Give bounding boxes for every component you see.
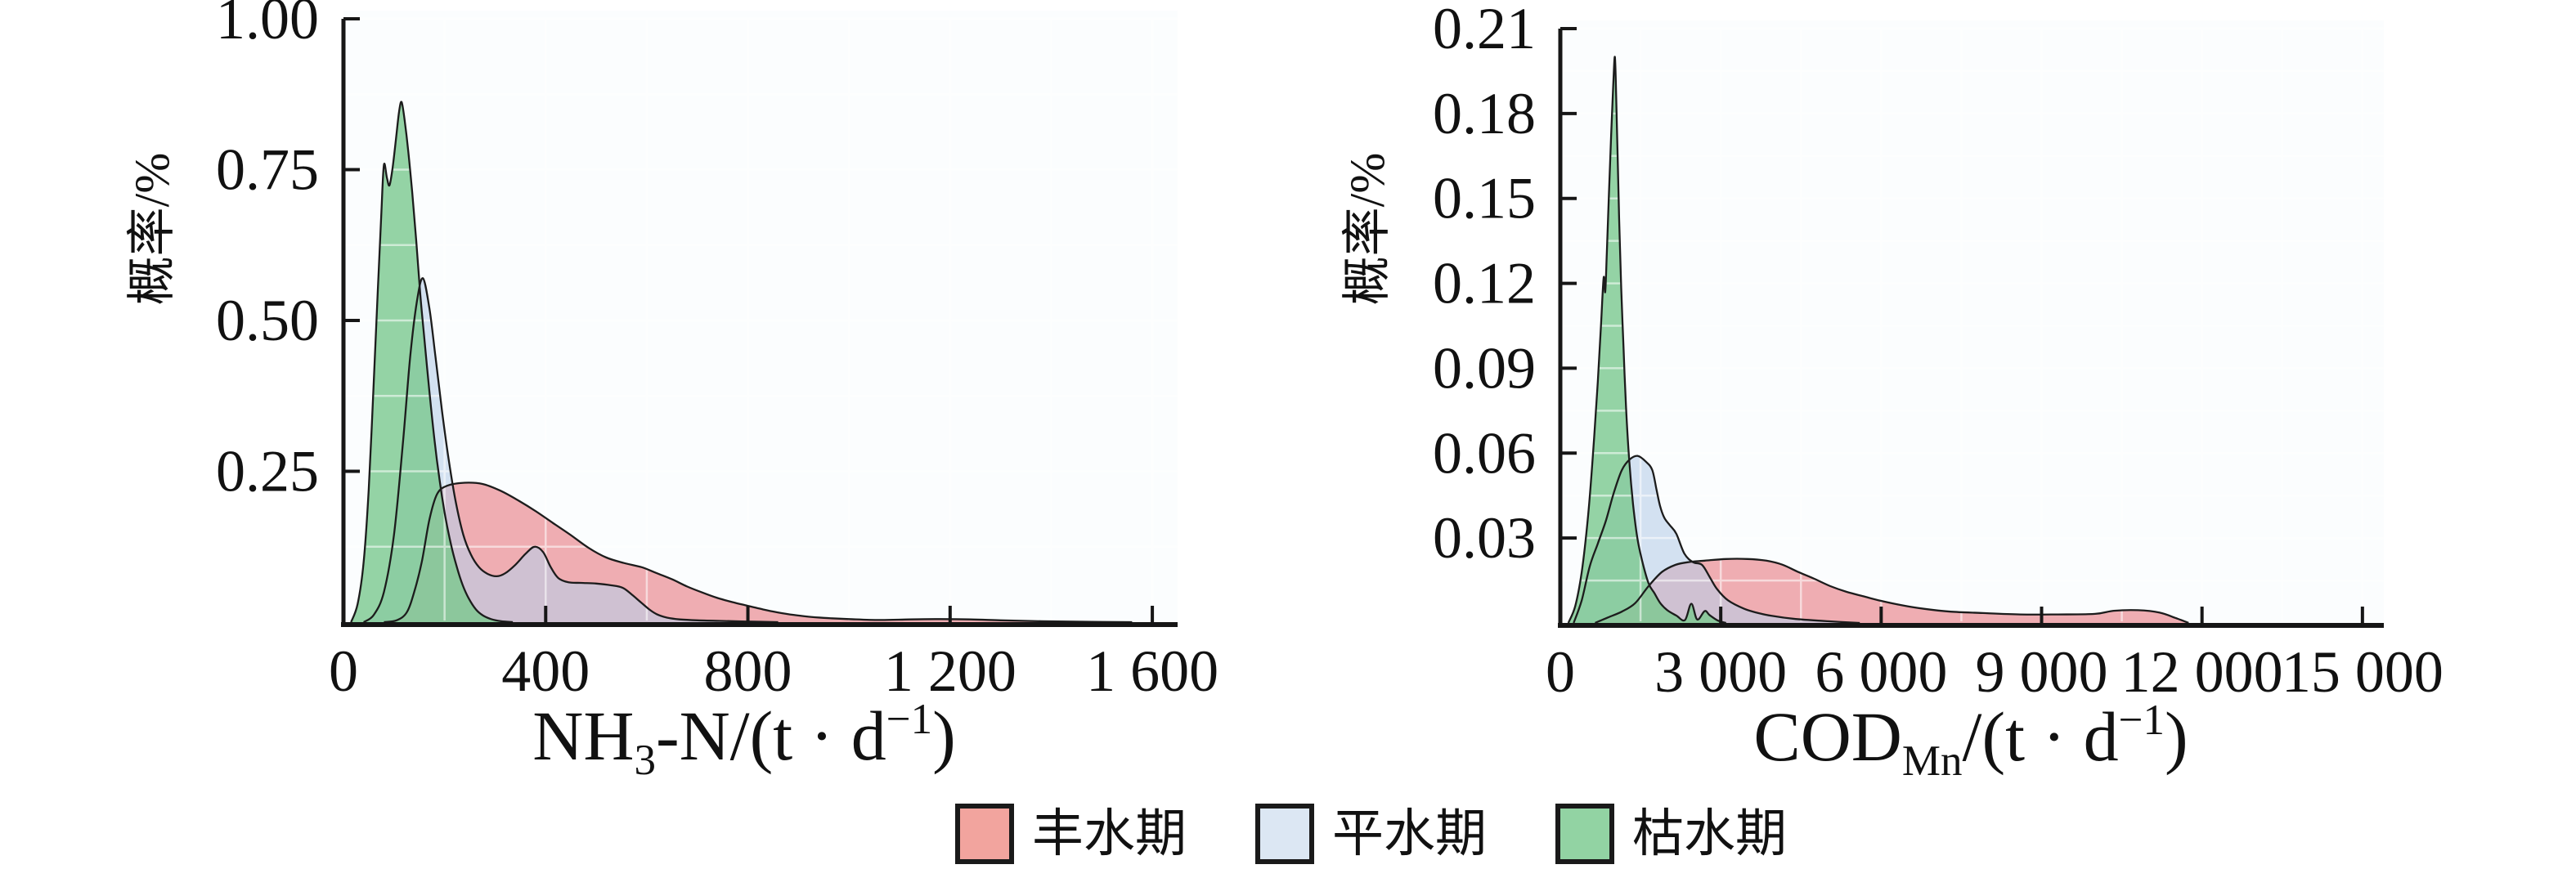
x-tick-label: 1 200 bbox=[884, 638, 1016, 704]
x-tick-label: 6 000 bbox=[1815, 639, 1947, 705]
y-tick-label: 0.25 bbox=[216, 439, 319, 504]
y-tick-label: 0.15 bbox=[1433, 166, 1536, 231]
x-tick-label: 800 bbox=[704, 638, 792, 704]
gridlines bbox=[345, 17, 1178, 620]
axes bbox=[341, 17, 1178, 627]
curve-fill-wet-season bbox=[1595, 558, 2189, 623]
y-tick-label: 0.09 bbox=[1433, 335, 1536, 401]
curve-line-dry-season bbox=[350, 101, 514, 624]
curve-line-wet-season bbox=[1595, 558, 2189, 625]
gridlines bbox=[1562, 27, 2384, 621]
curve-line-dry-season bbox=[1567, 56, 1727, 625]
legend-swatch-dry-season bbox=[1555, 804, 1614, 864]
chart-nh3n-density: 0 400 800 1 200 1 600 0.25 0.50 0.75 1.00 NH3-N/(… bbox=[125, 0, 1218, 784]
x-tick-label: 0 bbox=[1546, 639, 1575, 705]
x-tick-label: 3 000 bbox=[1654, 639, 1787, 705]
x-tick-label: 9 000 bbox=[1976, 639, 2108, 705]
x-axis-title: NH3-N/(t · d−1) bbox=[532, 696, 956, 784]
legend-swatch-normal-season bbox=[1255, 804, 1314, 864]
legend-swatch-wet-season bbox=[955, 804, 1014, 864]
legend-item-wet-season: 丰水期 bbox=[955, 804, 1187, 864]
plot-area bbox=[1560, 20, 2384, 623]
legend-item-normal-season: 平水期 bbox=[1255, 804, 1487, 864]
legend: 丰水期 平水期 枯水期 bbox=[955, 804, 1787, 864]
curve-line-normal-season bbox=[1573, 455, 1860, 625]
legend-label-dry-season: 枯水期 bbox=[1632, 804, 1787, 862]
x-tick-label: 400 bbox=[501, 638, 590, 704]
y-tick-label: 0.21 bbox=[1433, 0, 1536, 61]
tick-labels: 0 400 800 1 200 1 600 0.25 0.50 0.75 1.00 bbox=[216, 0, 1218, 704]
x-tick-label: 15 000 bbox=[2282, 639, 2444, 705]
y-tick-label: 0.75 bbox=[216, 137, 319, 203]
curve-line-normal-season bbox=[363, 277, 779, 624]
y-tick-label: 0.06 bbox=[1433, 420, 1536, 486]
y-tick-label: 0.12 bbox=[1433, 251, 1536, 316]
curve-fill-dry-season bbox=[351, 101, 514, 623]
legend-label-normal-season: 平水期 bbox=[1332, 804, 1487, 862]
legend-label-wet-season: 丰水期 bbox=[1032, 804, 1187, 862]
x-axis-title: CODMn/(t · d−1) bbox=[1753, 697, 2188, 785]
x-tick-label: 0 bbox=[329, 638, 358, 704]
axes bbox=[1558, 27, 2384, 628]
y-tick-label: 0.50 bbox=[216, 288, 319, 353]
x-tick-label: 1 600 bbox=[1086, 638, 1218, 704]
y-axis-title: 概率/% bbox=[1340, 153, 1394, 306]
y-tick-label: 0.03 bbox=[1433, 505, 1536, 571]
curve-fill-dry-season bbox=[1568, 56, 1726, 623]
y-axis-title: 概率/% bbox=[125, 153, 179, 306]
legend-item-dry-season: 枯水期 bbox=[1555, 804, 1787, 864]
x-tick-label: 12 000 bbox=[2121, 639, 2283, 705]
y-tick-label: 1.00 bbox=[216, 0, 319, 52]
y-tick-label: 0.18 bbox=[1433, 81, 1536, 146]
